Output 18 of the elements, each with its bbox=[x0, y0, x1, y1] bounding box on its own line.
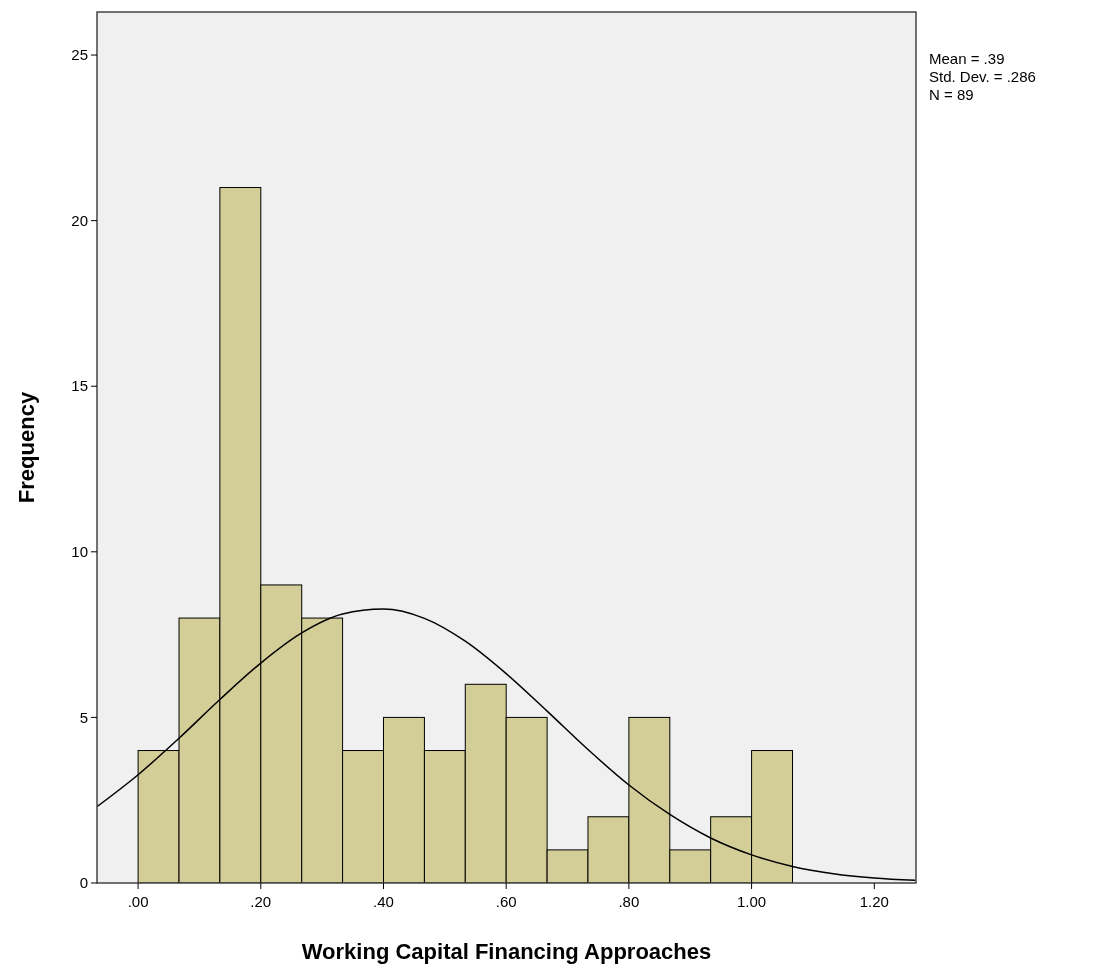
x-tick-label: .00 bbox=[127, 893, 149, 910]
x-axis-title: Working Capital Financing Approaches bbox=[301, 939, 712, 964]
y-tick-label: 5 bbox=[79, 708, 88, 726]
y-axis-title: Frequency bbox=[14, 391, 39, 504]
y-tick-label: 15 bbox=[71, 377, 88, 395]
text: N = 89 bbox=[929, 86, 974, 103]
text: Std. Dev. = .286 bbox=[929, 68, 1036, 85]
y-tick-label: 0 bbox=[79, 874, 88, 892]
x-tick-label: 1.00 bbox=[736, 893, 767, 910]
x-tick-label: .40 bbox=[373, 893, 394, 910]
y-tick-label: 20 bbox=[71, 211, 88, 229]
x-tick-label: 1.20 bbox=[859, 893, 889, 910]
y-tick-label: 10 bbox=[71, 543, 88, 561]
x-tick-label: .20 bbox=[250, 893, 272, 910]
y-tick-label: 25 bbox=[71, 46, 88, 64]
x-tick-label: .80 bbox=[618, 893, 640, 910]
text: Mean = .39 bbox=[929, 50, 1005, 67]
x-tick-label: .60 bbox=[495, 893, 517, 910]
